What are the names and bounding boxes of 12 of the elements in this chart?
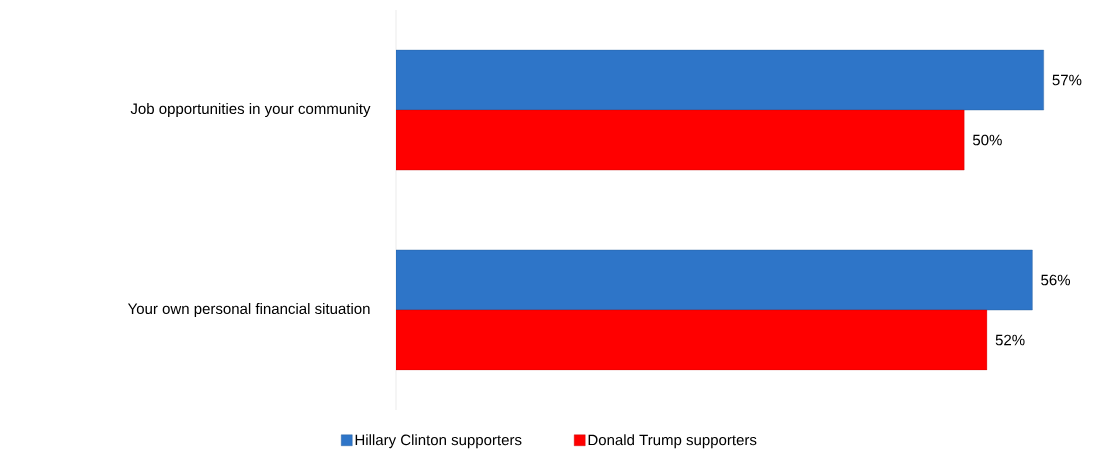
data-label: 57% <box>1052 74 1082 86</box>
data-label: 56% <box>1041 274 1071 286</box>
bar <box>396 309 988 371</box>
legend-label: Donald Trump supporters <box>588 434 757 449</box>
data-label: 50% <box>972 134 1002 146</box>
bar <box>396 109 965 171</box>
data-label: 52% <box>995 334 1025 346</box>
legend-label: Hillary Clinton supporters <box>355 434 522 449</box>
y-tick-label: Your own personal financial situation <box>127 303 370 317</box>
y-tick-label: Job opportunities in your community <box>130 103 371 117</box>
bar <box>396 49 1044 111</box>
bar <box>396 249 1033 311</box>
